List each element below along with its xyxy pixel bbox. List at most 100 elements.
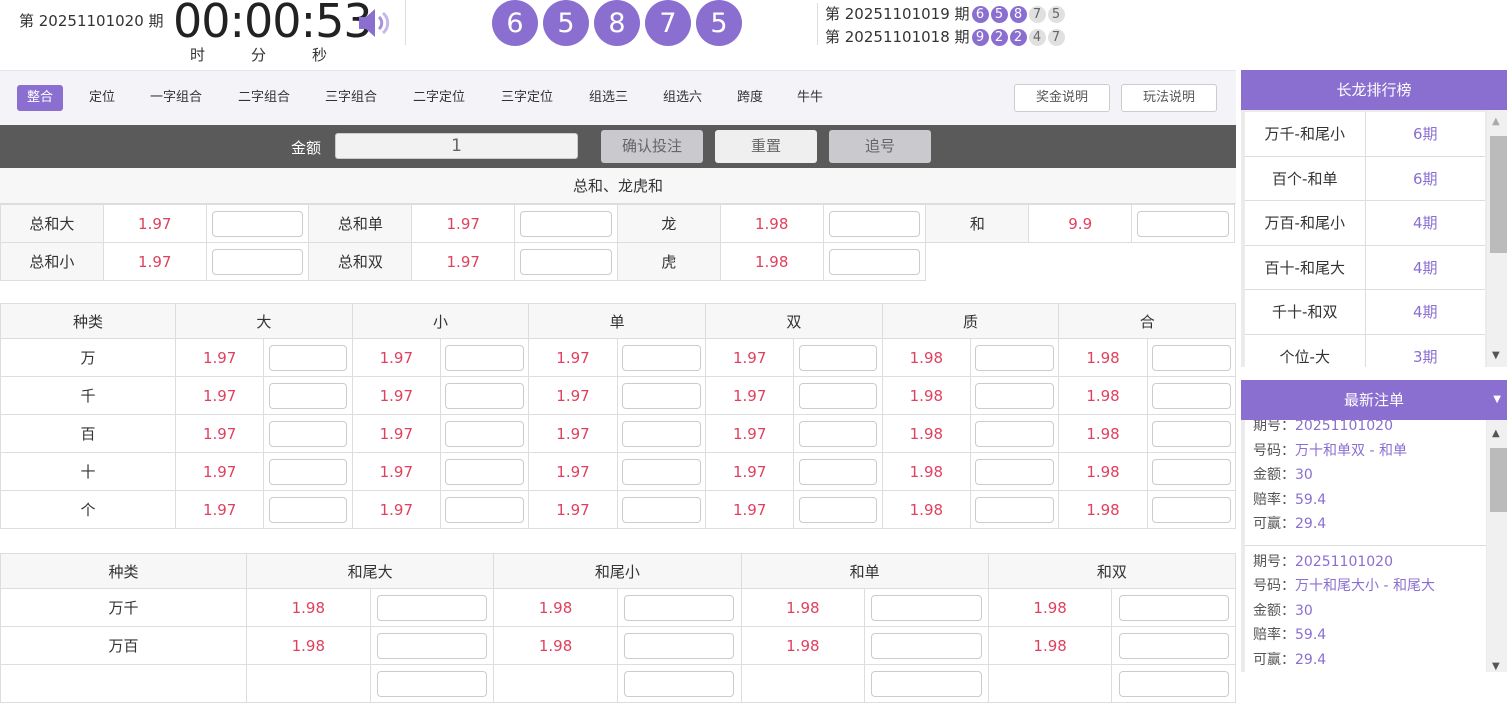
bet-amount-input[interactable] <box>622 496 701 523</box>
bet-amount-input[interactable] <box>975 344 1054 371</box>
bet-amount-input[interactable] <box>622 344 701 371</box>
tab-1[interactable]: 定位 <box>89 90 116 105</box>
bet-amount-input[interactable] <box>520 248 612 275</box>
ranking-scrollbar[interactable]: ▲ ▼ <box>1487 110 1507 367</box>
bet-amount-input[interactable] <box>268 420 348 447</box>
bet-amount-input[interactable] <box>445 458 524 485</box>
row-label: 万百 <box>0 626 247 665</box>
prize-info-button[interactable]: 奖金说明 <box>1014 84 1110 112</box>
tab-9[interactable]: 跨度 <box>737 90 764 105</box>
bet-amount-input[interactable] <box>1152 420 1231 447</box>
odds-value: 1.98 <box>881 376 972 415</box>
bet-amount-input[interactable] <box>798 496 878 523</box>
bet-amount-input[interactable] <box>520 210 612 237</box>
bet-amount-input[interactable] <box>828 210 921 237</box>
bet-amount-input[interactable] <box>828 248 921 275</box>
bet-amount-input[interactable] <box>622 458 701 485</box>
bet-amount-input[interactable] <box>975 458 1054 485</box>
tab-5[interactable]: 二字定位 <box>413 90 466 105</box>
bet-amount-input[interactable] <box>445 420 524 447</box>
bet-input-cell <box>263 338 353 377</box>
bet-amount-input[interactable] <box>1137 210 1229 237</box>
bet-amount-input[interactable] <box>445 382 524 409</box>
tab-3[interactable]: 二字组合 <box>238 90 291 105</box>
bet-field-value: 20251101020 <box>1295 553 1393 570</box>
bet-input-cell <box>439 414 530 453</box>
bet-amount-input[interactable] <box>376 632 488 659</box>
bet-amount-input[interactable] <box>622 420 701 447</box>
bet-field-value: 59.4 <box>1295 627 1327 643</box>
bet-input-cell <box>970 338 1060 377</box>
bet-amount-input[interactable] <box>798 344 878 371</box>
bet-amount-input[interactable] <box>268 496 348 523</box>
tab-2[interactable]: 一字组合 <box>150 90 203 105</box>
bet-amount-input[interactable] <box>622 382 701 409</box>
bet-amount-input[interactable] <box>1152 382 1231 409</box>
bet-amount-input[interactable] <box>268 344 348 371</box>
odds-value <box>740 664 866 703</box>
tab-8[interactable]: 组选六 <box>663 90 703 105</box>
bet-input-cell <box>616 664 742 703</box>
bet-amount-input[interactable] <box>624 632 735 659</box>
bet-input-cell <box>970 490 1060 529</box>
bet-amount-input[interactable] <box>376 670 488 697</box>
bet-input-cell <box>793 414 883 453</box>
bet-amount-input[interactable] <box>1118 632 1229 659</box>
bet-amount-input[interactable] <box>211 248 304 275</box>
history-ball: 4 <box>1028 29 1046 46</box>
bet-amount-input[interactable] <box>268 458 348 485</box>
bet-amount-input[interactable] <box>975 382 1054 409</box>
bet-amount-input[interactable] <box>211 210 304 237</box>
bet-amount-input[interactable] <box>624 670 735 697</box>
bet-amount-input[interactable] <box>798 420 878 447</box>
speaker-icon[interactable] <box>357 6 395 44</box>
bet-amount-input[interactable] <box>871 594 982 621</box>
row-label: 万 <box>0 338 176 377</box>
bets-scrollbar[interactable]: ▲ ▼ <box>1487 420 1507 672</box>
bet-input-cell <box>263 490 353 529</box>
bet-field: 号码：万十和尾大小 - 和尾大 <box>1253 574 1478 599</box>
bet-amount-input[interactable] <box>1118 594 1229 621</box>
bet-input-cell <box>616 490 707 529</box>
bet-amount-input[interactable] <box>975 496 1054 523</box>
bet-amount-input[interactable] <box>798 382 878 409</box>
confirm-bet-button[interactable]: 确认投注 <box>601 130 703 163</box>
reset-button[interactable]: 重置 <box>715 130 817 163</box>
bet-amount-input[interactable] <box>798 458 878 485</box>
latest-bets-title[interactable]: 最新注单 ▼ <box>1241 380 1507 420</box>
bet-input-cell <box>822 242 927 281</box>
tab-10[interactable]: 牛牛 <box>797 90 824 105</box>
bet-amount-input[interactable] <box>445 496 524 523</box>
bet-amount-input[interactable] <box>445 344 524 371</box>
bet-amount-input[interactable] <box>376 594 488 621</box>
tab-7[interactable]: 组选三 <box>589 90 629 105</box>
ranking-item: 万百-和尾小 4期 <box>1245 201 1485 246</box>
row-label: 个 <box>0 490 176 529</box>
bet-input-cell <box>263 414 353 453</box>
rules-button[interactable]: 玩法说明 <box>1121 84 1217 112</box>
bet-amount-input[interactable] <box>1152 496 1231 523</box>
bet-amount-input[interactable] <box>1118 670 1229 697</box>
odds-value: 1.97 <box>528 452 618 491</box>
tab-0[interactable]: 整合 <box>17 85 64 111</box>
bet-amount-input[interactable] <box>268 382 348 409</box>
tab-6[interactable]: 三字定位 <box>501 90 554 105</box>
bet-amount-input[interactable] <box>871 632 982 659</box>
bet-label: 总和双 <box>308 242 413 281</box>
bet-amount-input[interactable] <box>1152 458 1231 485</box>
tab-4[interactable]: 三字组合 <box>325 90 378 105</box>
bet-amount-input[interactable] <box>1152 344 1231 371</box>
bet-amount-input[interactable] <box>624 594 735 621</box>
table-row: 千 1.97 1.97 1.97 1.97 1.98 1.98 <box>0 376 1237 415</box>
odds-value: 1.97 <box>528 338 618 377</box>
dropdown-icon[interactable]: ▼ <box>1493 394 1501 405</box>
amount-input[interactable]: 1 <box>335 133 578 159</box>
bet-amount-input[interactable] <box>975 420 1054 447</box>
bet-amount-input[interactable] <box>871 670 982 697</box>
odds-value: 1.97 <box>174 376 265 415</box>
chase-button[interactable]: 追号 <box>829 130 931 163</box>
bet-label: 总和单 <box>308 204 413 243</box>
